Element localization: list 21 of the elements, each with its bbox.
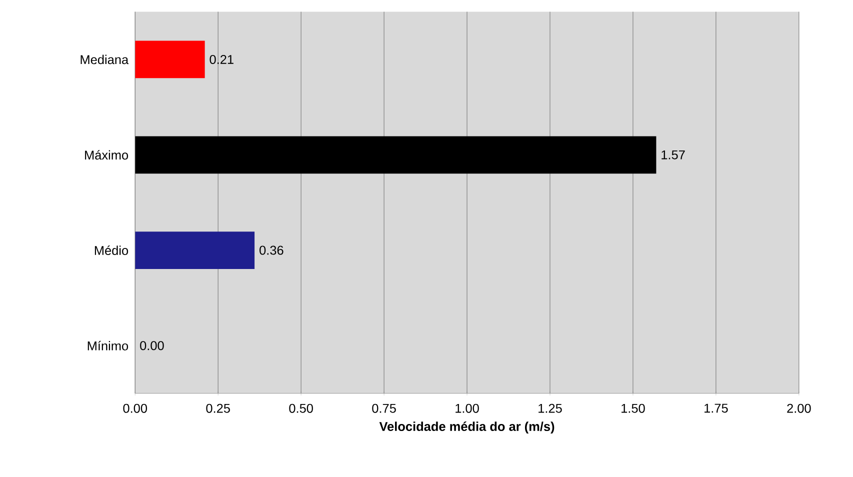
x-tick-label: 2.00 (787, 404, 811, 413)
x-tick-label: 0.25 (206, 404, 230, 413)
bar (135, 40, 205, 78)
x-tick-label: 0.75 (372, 404, 396, 413)
data-label: 1.57 (662, 150, 685, 160)
x-tick-label: 0.00 (123, 404, 148, 413)
y-tick-label: Máximo (85, 150, 128, 160)
bar (135, 136, 656, 174)
x-tick-label: 1.50 (622, 404, 645, 413)
x-tick-label: 0.50 (289, 404, 313, 413)
y-tick-label: Mínimo (88, 340, 128, 350)
y-tick-label: Médio (94, 246, 128, 256)
data-label: 0.36 (260, 246, 284, 255)
x-axis-title: Velocidade média do ar (m/s) (379, 422, 554, 434)
x-tick-label: 1.75 (704, 404, 728, 413)
x-tick-label: 1.00 (456, 404, 479, 413)
y-tick-label: Mediana (80, 54, 129, 64)
bar (135, 232, 255, 269)
data-label: 0.21 (210, 54, 234, 64)
data-label: 0.00 (140, 341, 164, 350)
x-tick-label: 1.25 (538, 404, 562, 413)
